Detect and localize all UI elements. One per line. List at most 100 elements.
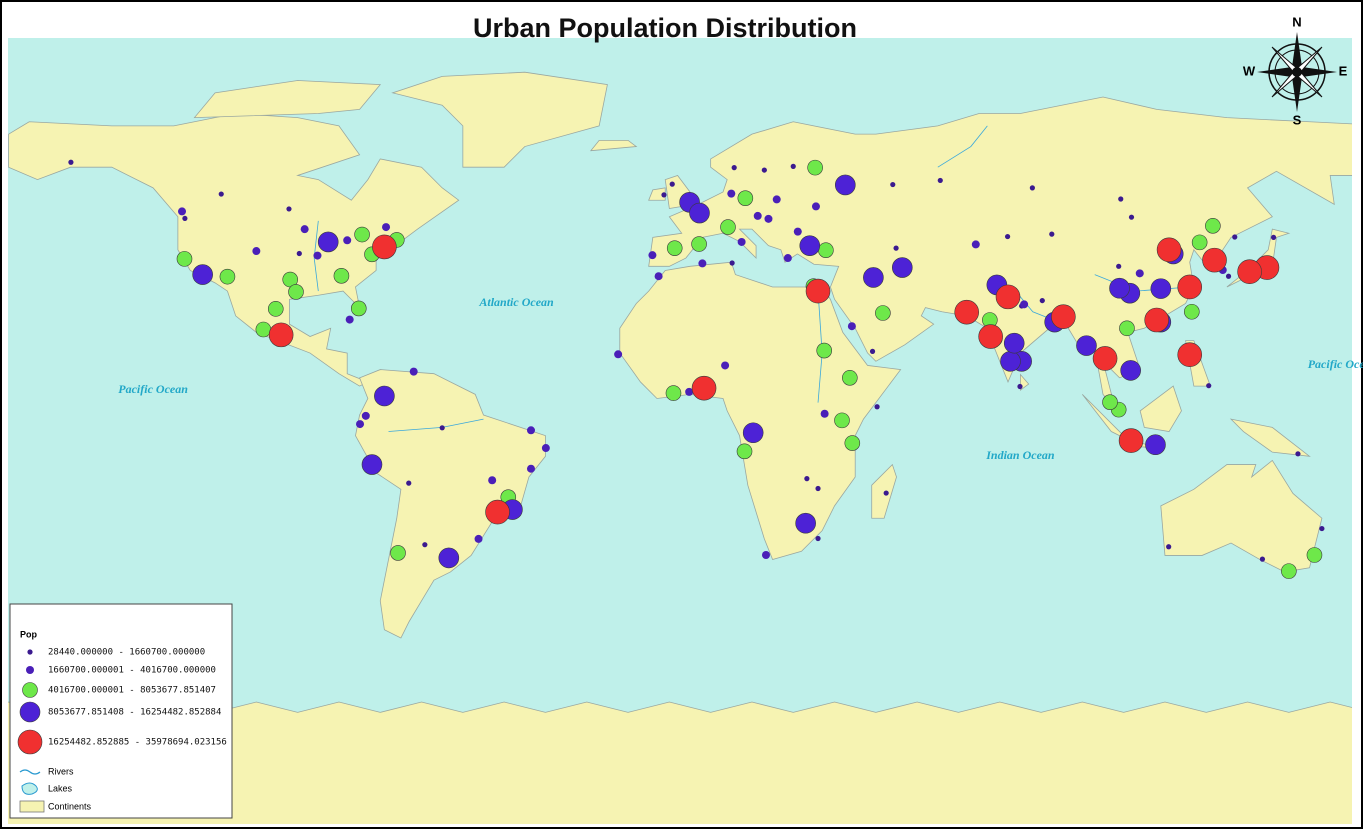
city-marker xyxy=(1051,304,1076,330)
city-marker xyxy=(526,464,535,473)
city-marker xyxy=(729,260,735,266)
city-marker xyxy=(1259,556,1266,562)
city-marker xyxy=(218,191,224,197)
city-marker xyxy=(891,257,913,278)
compass-south: S xyxy=(1293,112,1302,127)
city-marker xyxy=(971,240,980,249)
city-marker xyxy=(1306,547,1323,563)
city-marker xyxy=(1177,274,1203,300)
city-marker xyxy=(1119,320,1135,337)
city-marker xyxy=(807,159,823,176)
city-marker xyxy=(1120,360,1141,381)
city-marker xyxy=(1183,303,1200,320)
city-marker xyxy=(761,167,767,173)
city-marker xyxy=(820,409,829,418)
compass-north: N xyxy=(1292,14,1301,29)
legend-layer-label: Lakes xyxy=(48,783,73,793)
city-marker xyxy=(761,551,770,560)
legend-label: 1660700.000001 - 4016700.000000 xyxy=(48,666,216,676)
city-marker xyxy=(313,251,322,260)
city-marker xyxy=(406,480,412,486)
map-title: Urban Population Distribution xyxy=(473,13,857,43)
city-marker xyxy=(666,240,683,256)
city-marker xyxy=(1049,231,1055,237)
legend: Pop 28440.000000 - 1660700.000000 1660700… xyxy=(9,603,233,819)
city-marker xyxy=(439,425,445,431)
city-marker xyxy=(541,444,550,453)
city-marker xyxy=(834,174,856,196)
ocean-label: Pacific Ocean xyxy=(1308,357,1363,371)
legend-layer-label: Rivers xyxy=(48,766,74,776)
city-marker xyxy=(795,512,816,534)
city-marker xyxy=(893,245,899,251)
city-marker xyxy=(614,350,623,359)
city-marker xyxy=(1039,297,1045,304)
city-marker xyxy=(816,342,833,359)
city-marker xyxy=(1202,247,1227,273)
city-marker xyxy=(1177,342,1203,368)
city-marker xyxy=(409,367,418,376)
city-marker xyxy=(753,211,762,220)
river xyxy=(313,220,319,292)
city-marker xyxy=(1237,259,1262,284)
city-marker xyxy=(737,190,754,206)
city-marker xyxy=(721,361,730,370)
city-marker xyxy=(1020,300,1029,309)
city-marker xyxy=(869,348,876,354)
city-marker xyxy=(815,535,821,542)
city-marker xyxy=(844,435,861,451)
city-marker xyxy=(176,251,193,267)
city-marker xyxy=(818,242,834,259)
landmass xyxy=(648,187,666,201)
legend-symbol xyxy=(17,729,43,755)
city-marker xyxy=(178,207,187,216)
river xyxy=(937,125,988,168)
city-marker xyxy=(727,189,736,198)
city-marker xyxy=(474,534,483,543)
city-marker xyxy=(1156,237,1182,263)
city-marker xyxy=(1144,307,1169,333)
city-marker xyxy=(485,499,510,525)
city-marker xyxy=(317,231,339,253)
city-marker xyxy=(526,426,535,435)
legend-symbol xyxy=(27,649,33,655)
city-marker xyxy=(296,250,302,257)
city-marker xyxy=(720,219,736,235)
city-marker xyxy=(182,215,188,222)
legend-label: 28440.000000 - 1660700.000000 xyxy=(48,648,205,658)
city-marker xyxy=(1102,394,1118,410)
city-marker xyxy=(685,387,694,396)
city-marker xyxy=(937,177,943,184)
city-marker xyxy=(661,192,667,198)
city-marker xyxy=(978,324,1003,349)
city-marker xyxy=(267,301,284,317)
city-marker xyxy=(374,385,395,407)
city-marker xyxy=(1116,263,1122,269)
legend-symbol xyxy=(26,666,34,674)
city-marker xyxy=(422,542,428,548)
landmass xyxy=(589,139,638,152)
city-marker xyxy=(1135,269,1144,278)
city-marker xyxy=(847,322,856,331)
city-marker xyxy=(742,422,764,444)
city-marker xyxy=(890,181,896,188)
city-marker xyxy=(875,305,891,321)
city-marker xyxy=(811,202,820,211)
city-marker xyxy=(1128,214,1135,220)
landmass xyxy=(391,71,608,168)
landmass xyxy=(1139,385,1182,432)
landmass xyxy=(619,261,902,561)
city-marker xyxy=(764,214,773,223)
city-marker xyxy=(1118,196,1124,202)
city-marker xyxy=(1109,277,1130,299)
city-marker xyxy=(954,299,980,325)
city-marker xyxy=(1000,351,1021,372)
city-marker xyxy=(361,411,370,420)
city-marker xyxy=(356,420,365,429)
city-marker xyxy=(1118,428,1144,453)
landmass xyxy=(355,369,546,639)
rivers-swatch xyxy=(19,769,41,775)
city-marker xyxy=(874,404,880,410)
city-marker xyxy=(390,545,406,561)
